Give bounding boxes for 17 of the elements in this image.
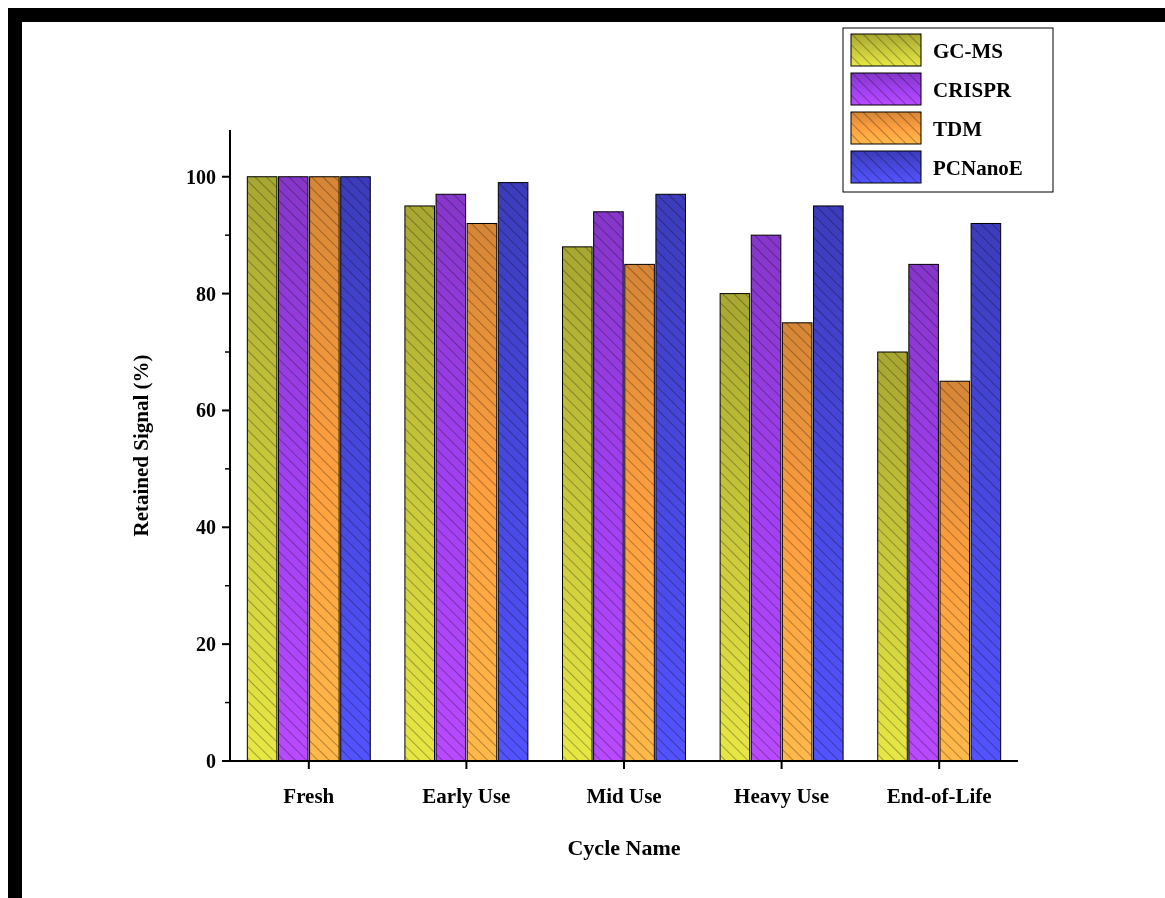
y-tick-label: 0 xyxy=(206,750,216,772)
x-tick-label: Heavy Use xyxy=(734,784,830,808)
y-tick-label: 80 xyxy=(196,282,216,305)
y-tick-label: 40 xyxy=(196,516,216,539)
x-tick-label: Early Use xyxy=(422,784,511,808)
x-tick-label: Fresh xyxy=(283,784,335,808)
y-tick-label: 20 xyxy=(196,633,216,656)
legend-label: TDM xyxy=(933,117,983,142)
x-tick-label: End-of-Life xyxy=(886,784,992,808)
y-tick-label: 100 xyxy=(186,165,216,188)
x-tick-label: Mid Use xyxy=(586,784,662,808)
legend-label: PCNanoE xyxy=(933,156,1023,181)
legend-label: GC-MS xyxy=(933,39,1003,64)
y-axis-title: Retained Signal (%) xyxy=(129,354,153,537)
legend-label: CRISPR xyxy=(933,78,1013,103)
y-tick-label: 60 xyxy=(196,399,216,422)
x-axis-title: Cycle Name xyxy=(567,835,681,860)
